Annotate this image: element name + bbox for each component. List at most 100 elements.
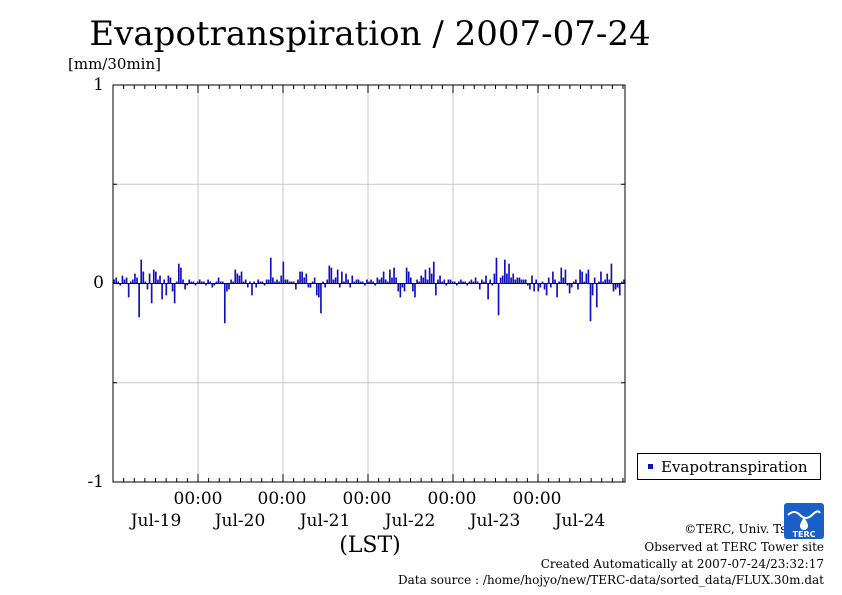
data-bar [274, 281, 276, 284]
terc-logo-icon: TERC [784, 503, 824, 539]
data-bar [512, 273, 515, 284]
data-bar [363, 283, 366, 286]
data-bar [334, 277, 337, 284]
x-time-tick-label: 00:00 [342, 489, 392, 509]
data-bar [432, 261, 435, 284]
data-bar [117, 281, 120, 284]
data-bar [307, 283, 310, 288]
data-bar [244, 279, 247, 284]
data-bar [113, 279, 115, 284]
data-bar [374, 283, 377, 286]
data-bar [568, 283, 571, 294]
data-bar [290, 281, 293, 284]
x-day-tick-label: Jul-20 [214, 511, 266, 531]
data-bar [552, 271, 554, 284]
data-bar [618, 283, 621, 296]
data-bar [163, 279, 166, 284]
data-bar [535, 279, 538, 284]
data-bar [328, 265, 331, 284]
data-bar [386, 281, 389, 284]
x-day-tick-label: Jul-19 [130, 511, 182, 531]
legend: Evapotranspiration [637, 453, 821, 480]
data-bar [416, 279, 418, 284]
data-bar [430, 273, 433, 284]
x-day-tick-label: Jul-22 [384, 511, 436, 531]
data-bar [284, 279, 287, 284]
data-bar [265, 279, 268, 284]
x-axis-label: (LST) [339, 533, 401, 558]
data-bar [159, 275, 161, 284]
data-bar [518, 277, 521, 284]
data-bar [443, 279, 446, 284]
data-bar [186, 283, 189, 286]
data-bar [604, 279, 606, 284]
data-bar [132, 279, 134, 284]
data-bar [579, 269, 581, 284]
data-bar [196, 281, 199, 284]
data-bar [545, 283, 548, 296]
data-bar [192, 281, 195, 284]
data-bar [115, 277, 117, 284]
data-bar [585, 273, 588, 284]
data-bar [378, 279, 381, 284]
data-bar [180, 267, 182, 284]
data-bar [309, 283, 312, 288]
data-bar [263, 283, 266, 286]
data-bar [489, 279, 492, 284]
data-bar [301, 271, 303, 284]
data-bar [462, 281, 464, 284]
data-bar [234, 269, 237, 284]
data-bar [152, 269, 155, 284]
data-bar [353, 281, 356, 284]
data-bar [483, 281, 485, 284]
data-bar [253, 281, 255, 284]
data-bar [424, 269, 427, 284]
data-bar [144, 281, 147, 284]
data-bar [228, 283, 230, 290]
data-bar [200, 281, 203, 284]
data-bar [495, 257, 498, 284]
data-bar [414, 283, 416, 298]
data-bar [305, 273, 308, 284]
data-bar [269, 257, 272, 284]
data-bar [292, 281, 295, 284]
data-bar [272, 277, 274, 284]
data-bar [407, 271, 410, 284]
data-bar [177, 263, 180, 284]
data-bar [422, 277, 425, 284]
data-bar [437, 279, 439, 284]
data-bar [441, 281, 443, 284]
data-bar [468, 281, 471, 284]
data-bar [221, 281, 224, 284]
data-bar [297, 279, 299, 284]
y-tick-label-bottom: -1 [87, 472, 104, 492]
data-bar [493, 273, 496, 284]
data-bar [460, 279, 462, 284]
data-bar [428, 267, 431, 284]
data-bar [349, 283, 352, 288]
data-bar [261, 281, 264, 284]
data-bar [343, 281, 345, 284]
data-bar [591, 283, 594, 296]
data-bar [142, 271, 145, 284]
data-bar [123, 279, 126, 284]
x-day-tick-label: Jul-23 [469, 511, 521, 531]
data-bar [207, 279, 209, 284]
data-bar [242, 281, 245, 284]
data-bar [232, 281, 234, 284]
data-bar [324, 283, 326, 288]
data-bar [303, 277, 306, 284]
data-bar [541, 281, 544, 284]
data-bar [311, 281, 314, 284]
data-bar [614, 283, 617, 290]
data-bar [175, 281, 178, 284]
data-bar [223, 283, 226, 324]
data-bar [560, 267, 563, 284]
data-bar [458, 281, 460, 284]
data-bar [161, 283, 163, 300]
x-time-tick-label: 00:00 [257, 489, 307, 509]
data-bar [520, 279, 523, 284]
data-bar [138, 283, 140, 318]
data-bar [572, 281, 575, 284]
